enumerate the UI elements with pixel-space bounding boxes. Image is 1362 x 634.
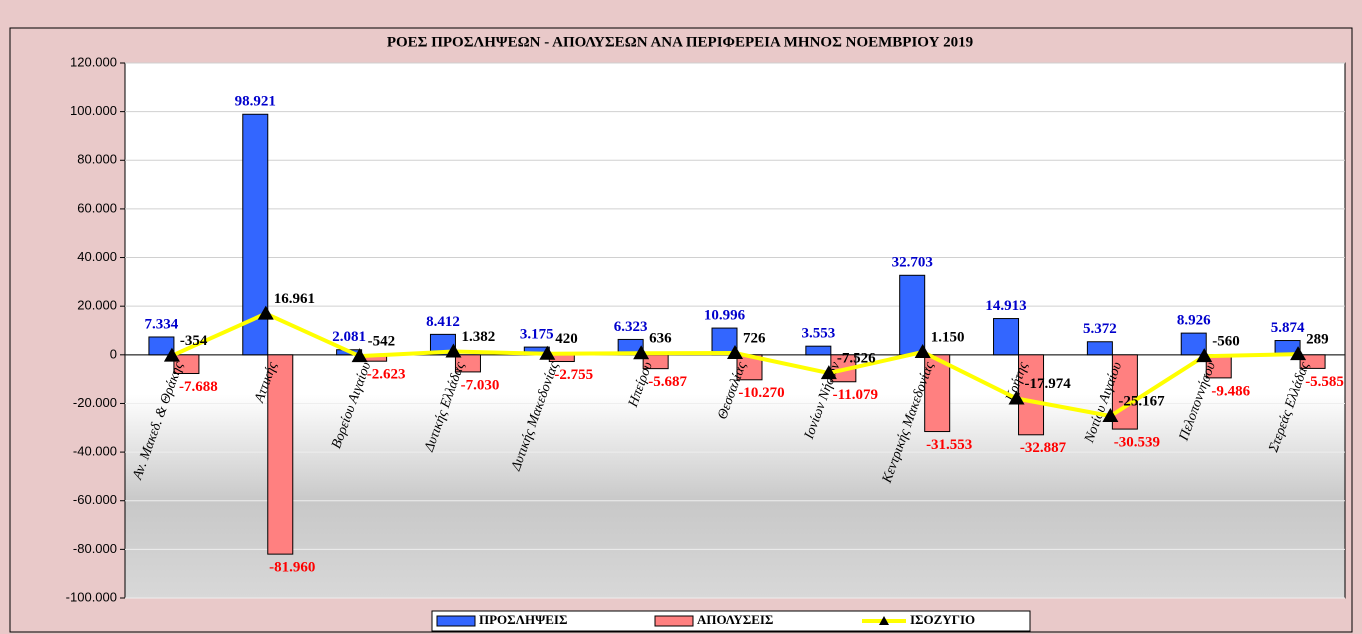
data-label: 32.703 bbox=[892, 255, 933, 271]
data-label: -11.079 bbox=[833, 387, 878, 403]
bar bbox=[454, 354, 481, 373]
data-label: 2.081 bbox=[332, 329, 366, 345]
marker bbox=[727, 345, 743, 360]
y-tick-label: -60.000 bbox=[73, 492, 117, 507]
data-label: 16.961 bbox=[274, 291, 315, 307]
y-tick-label: 80.000 bbox=[77, 152, 117, 167]
legend-label: ΠΡΟΣΛΗΨΕΙΣ bbox=[479, 612, 567, 627]
data-label: -30.539 bbox=[1114, 435, 1160, 451]
legend-swatch bbox=[436, 615, 476, 627]
data-label: -2.755 bbox=[554, 367, 593, 383]
data-label: -542 bbox=[368, 334, 396, 350]
y-tick-label: 120.000 bbox=[70, 54, 117, 69]
chart-title: ΡΟΕΣ ΠΡΟΣΛΗΨΕΩΝ - ΑΠΟΛΥΣΕΩΝ ΑΝΑ ΠΕΡΙΦΕΡΕ… bbox=[387, 34, 973, 50]
y-tick-label: 100.000 bbox=[70, 103, 117, 118]
marker bbox=[1008, 390, 1025, 405]
y-tick-label: 60.000 bbox=[77, 200, 117, 215]
data-label: -10.270 bbox=[738, 385, 784, 401]
data-label: 14.913 bbox=[985, 298, 1026, 314]
y-tick-label: -100.000 bbox=[66, 589, 117, 604]
bar bbox=[993, 318, 1020, 356]
data-label: -2.623 bbox=[367, 367, 406, 383]
marker bbox=[445, 343, 462, 358]
data-label: 3.553 bbox=[801, 326, 835, 342]
data-label: -81.960 bbox=[269, 560, 315, 576]
data-label: 5.372 bbox=[1083, 321, 1117, 337]
legend-label: ΙΣΟΖΥΓΙΟ bbox=[910, 612, 975, 627]
marker bbox=[914, 344, 931, 359]
data-label: 10.996 bbox=[704, 308, 746, 324]
bar bbox=[173, 354, 200, 375]
data-label: 98.921 bbox=[235, 94, 276, 110]
bar bbox=[805, 345, 832, 356]
bar bbox=[1018, 354, 1045, 436]
data-label: 1.382 bbox=[461, 329, 495, 345]
bar bbox=[1180, 332, 1207, 356]
y-tick-label: -80.000 bbox=[73, 541, 117, 556]
data-label: -17.974 bbox=[1025, 376, 1072, 392]
marker bbox=[351, 348, 368, 363]
data-label: 289 bbox=[1306, 332, 1329, 348]
data-label: 1.150 bbox=[931, 329, 965, 345]
bar bbox=[1111, 354, 1138, 430]
bar bbox=[148, 336, 175, 356]
bar bbox=[924, 354, 951, 433]
y-tick-label: -20.000 bbox=[73, 395, 117, 410]
data-label: 726 bbox=[743, 330, 766, 346]
data-label: -7.030 bbox=[461, 377, 500, 393]
marker bbox=[1102, 408, 1119, 423]
data-label: 7.334 bbox=[145, 316, 179, 332]
data-label: -25.167 bbox=[1118, 393, 1165, 409]
marker bbox=[820, 365, 837, 380]
data-label: -7.688 bbox=[179, 379, 218, 395]
marker bbox=[163, 347, 180, 362]
marker bbox=[539, 345, 556, 360]
legend-swatch bbox=[654, 615, 694, 627]
legend-marker bbox=[879, 616, 889, 625]
y-tick-label: 40.000 bbox=[77, 249, 117, 264]
bar bbox=[1086, 341, 1113, 356]
data-label: 636 bbox=[649, 331, 672, 347]
y-tick-label: 0 bbox=[110, 346, 117, 361]
marker bbox=[633, 345, 650, 360]
marker bbox=[1290, 346, 1307, 361]
bar bbox=[1299, 354, 1326, 369]
data-label: -7.526 bbox=[837, 351, 876, 367]
data-label: -32.887 bbox=[1020, 440, 1067, 456]
data-label: -5.687 bbox=[648, 374, 687, 390]
data-label: -9.486 bbox=[1211, 383, 1250, 399]
legend bbox=[431, 610, 1031, 632]
data-label: 3.175 bbox=[520, 327, 554, 343]
data-label: -560 bbox=[1212, 334, 1240, 350]
marker bbox=[257, 305, 274, 320]
data-label: -354 bbox=[180, 333, 208, 349]
y-tick-label: -40.000 bbox=[73, 444, 117, 459]
data-label: 5.874 bbox=[1271, 320, 1305, 336]
legend-label: ΑΠΟΛΥΣΕΙΣ bbox=[697, 612, 773, 627]
marker bbox=[1196, 348, 1213, 363]
data-label: 8.926 bbox=[1177, 313, 1211, 329]
data-label: -31.553 bbox=[926, 437, 972, 453]
data-label: 420 bbox=[555, 331, 578, 347]
data-label: 8.412 bbox=[426, 314, 460, 330]
data-label: -5.585 bbox=[1305, 374, 1344, 390]
bar bbox=[899, 274, 926, 356]
bar bbox=[267, 354, 294, 555]
y-tick-label: 20.000 bbox=[77, 298, 117, 313]
data-label: 6.323 bbox=[614, 319, 648, 335]
